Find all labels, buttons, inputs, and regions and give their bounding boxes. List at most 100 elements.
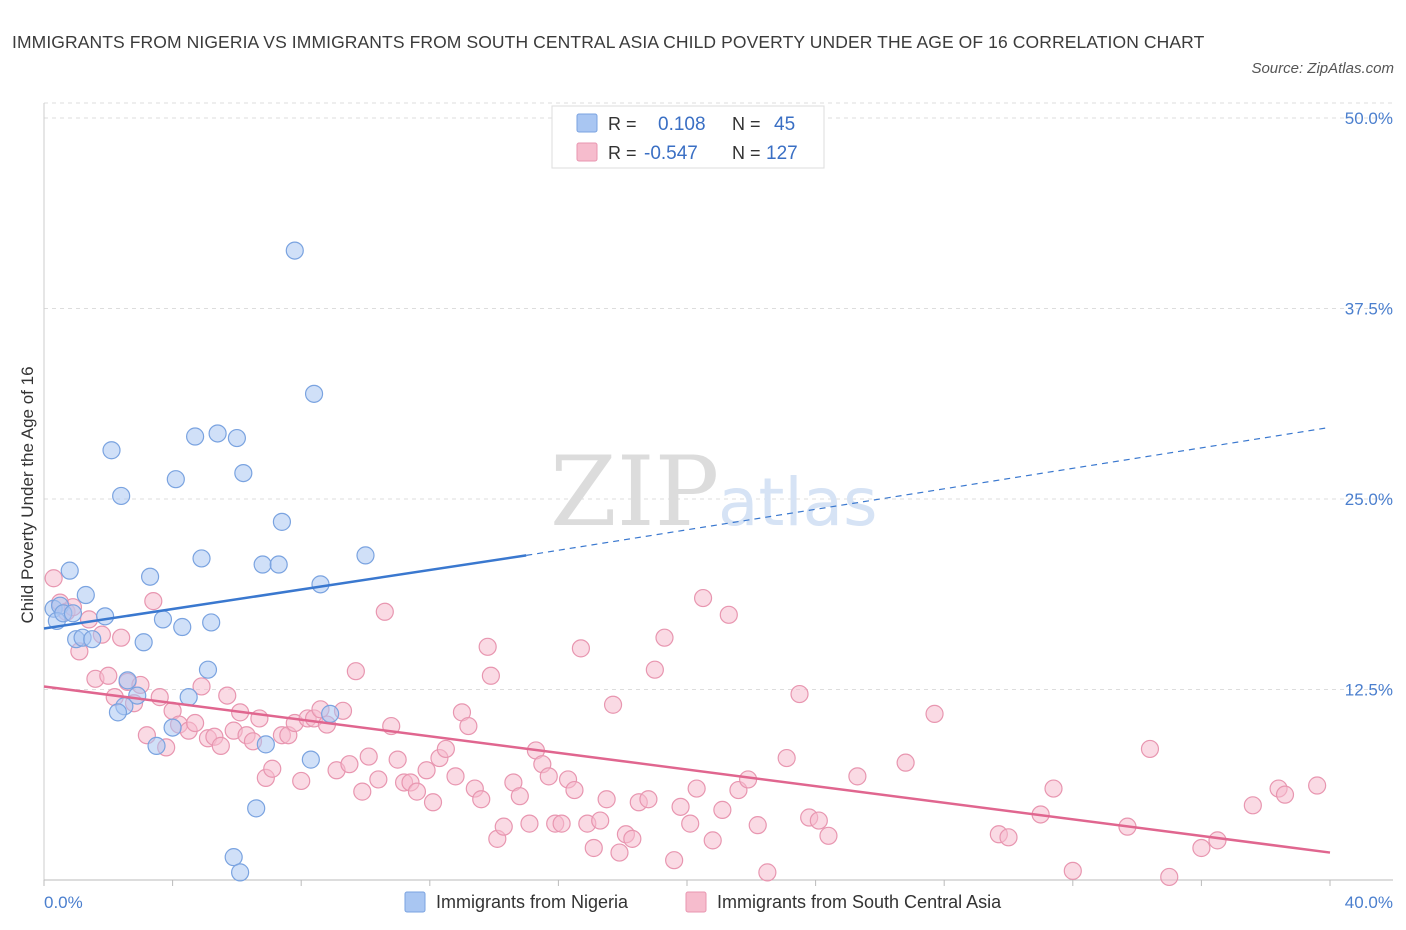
grid	[44, 102, 1393, 690]
point-south-central-asia-94	[687, 779, 706, 798]
y-tick-labels: 12.5% 25.0% 37.5% 50.0%	[1345, 109, 1393, 700]
point-south-central-asia-89	[645, 660, 664, 679]
point-south-central-asia-15	[144, 592, 163, 611]
point-south-central-asia-77	[565, 780, 584, 800]
point-nigeria-13	[118, 671, 137, 690]
trend-lines	[43, 426, 1331, 854]
point-south-central-asia-104	[790, 684, 809, 704]
point-nigeria-32	[234, 463, 253, 483]
point-nigeria-22	[166, 470, 185, 489]
point-south-central-asia-101	[748, 816, 767, 835]
watermark: ZIP atlas	[550, 436, 878, 548]
point-south-central-asia-46	[353, 782, 372, 801]
point-south-central-asia-83	[603, 695, 623, 714]
y-axis-label: Child Poverty Under the Age of 16	[18, 366, 37, 623]
point-south-central-asia-119	[1192, 838, 1211, 858]
point-nigeria-33	[247, 799, 266, 818]
point-south-central-asia-115	[1063, 861, 1082, 880]
point-south-central-asia-5	[79, 610, 99, 629]
point-south-central-asia-107	[819, 826, 838, 845]
point-nigeria-11	[102, 441, 121, 460]
point-nigeria-38	[272, 512, 292, 531]
point-south-central-asia-80	[584, 838, 603, 858]
point-nigeria-21	[163, 718, 182, 737]
points-south-central-asia	[44, 569, 1327, 887]
bottom-legend-label-south-central-asia: Immigrants from South Central Asia	[717, 892, 1002, 912]
legend-n-label-nigeria: N =	[732, 114, 761, 134]
point-south-central-asia-21	[186, 713, 205, 733]
point-south-central-asia-118	[1160, 867, 1179, 887]
point-south-central-asia-37	[292, 771, 311, 791]
point-nigeria-44	[356, 546, 375, 565]
point-south-central-asia-114	[1044, 779, 1063, 798]
watermark-zip: ZIP	[550, 436, 719, 548]
point-south-central-asia-10	[112, 628, 131, 647]
point-south-central-asia-51	[388, 750, 407, 769]
point-south-central-asia-33	[263, 759, 282, 778]
legend-swatch-nigeria	[576, 113, 598, 133]
point-nigeria-31	[227, 428, 246, 448]
point-nigeria-26	[192, 549, 211, 568]
point-nigeria-28	[202, 613, 221, 632]
point-nigeria-36	[256, 735, 275, 754]
point-south-central-asia-123	[1275, 785, 1295, 804]
point-south-central-asia-86	[623, 829, 642, 848]
y-tick-label-1: 25.0%	[1345, 490, 1393, 509]
point-nigeria-5	[63, 604, 83, 623]
legend-swatch-south-central-asia	[576, 142, 598, 162]
point-south-central-asia-106	[809, 811, 828, 830]
point-nigeria-37	[269, 555, 288, 574]
point-south-central-asia-69	[510, 787, 529, 806]
point-nigeria-30	[224, 848, 243, 867]
point-nigeria-34	[253, 555, 272, 574]
legend-r-label-nigeria: R =	[608, 114, 637, 134]
point-nigeria-29	[208, 424, 227, 443]
point-south-central-asia-0	[44, 569, 63, 588]
trend-line-south-central-asia	[43, 685, 1331, 854]
points-nigeria	[44, 241, 375, 882]
point-nigeria-19	[147, 736, 166, 755]
point-south-central-asia-120	[1208, 831, 1227, 850]
y-tick-label-0: 12.5%	[1345, 681, 1393, 700]
point-south-central-asia-93	[681, 814, 700, 833]
point-south-central-asia-73	[539, 767, 558, 786]
point-south-central-asia-44	[340, 755, 359, 774]
point-south-central-asia-97	[713, 800, 732, 819]
point-south-central-asia-98	[719, 605, 738, 624]
chart-title: IMMIGRANTS FROM NIGERIA VS IMMIGRANTS FR…	[12, 32, 1205, 52]
point-south-central-asia-75	[552, 814, 571, 833]
point-nigeria-4	[60, 561, 79, 580]
point-south-central-asia-55	[417, 761, 436, 780]
point-nigeria-43	[321, 704, 340, 723]
point-south-central-asia-103	[777, 748, 796, 768]
point-nigeria-18	[140, 567, 160, 586]
point-south-central-asia-65	[481, 666, 500, 685]
legend-r-value-south-central-asia: -0.547	[644, 143, 698, 164]
trend-line-nigeria	[43, 554, 527, 630]
point-nigeria-9	[83, 630, 102, 649]
point-south-central-asia-48	[369, 770, 388, 789]
legend-r-label-south-central-asia: R =	[608, 143, 637, 163]
point-south-central-asia-54	[407, 782, 427, 801]
point-nigeria-20	[153, 610, 173, 629]
point-south-central-asia-81	[591, 811, 610, 830]
point-south-central-asia-70	[520, 814, 539, 833]
point-south-central-asia-56	[423, 793, 443, 812]
point-south-central-asia-61	[459, 716, 478, 736]
point-south-central-asia-47	[359, 747, 378, 766]
source-label: Source: ZipAtlas.com	[1251, 60, 1394, 77]
point-south-central-asia-67	[494, 817, 513, 836]
point-south-central-asia-88	[639, 790, 658, 809]
point-south-central-asia-64	[478, 637, 497, 656]
point-south-central-asia-45	[346, 662, 365, 681]
point-south-central-asia-84	[610, 843, 629, 862]
point-nigeria-35	[231, 863, 250, 882]
point-nigeria-40	[301, 750, 320, 769]
point-nigeria-17	[134, 633, 153, 652]
legend-n-value-nigeria: 45	[774, 114, 795, 135]
point-south-central-asia-26	[218, 686, 237, 705]
point-nigeria-24	[179, 688, 198, 707]
point-nigeria-8	[76, 585, 95, 605]
trend-line-nigeria-extension	[526, 426, 1331, 556]
point-south-central-asia-58	[436, 739, 455, 759]
